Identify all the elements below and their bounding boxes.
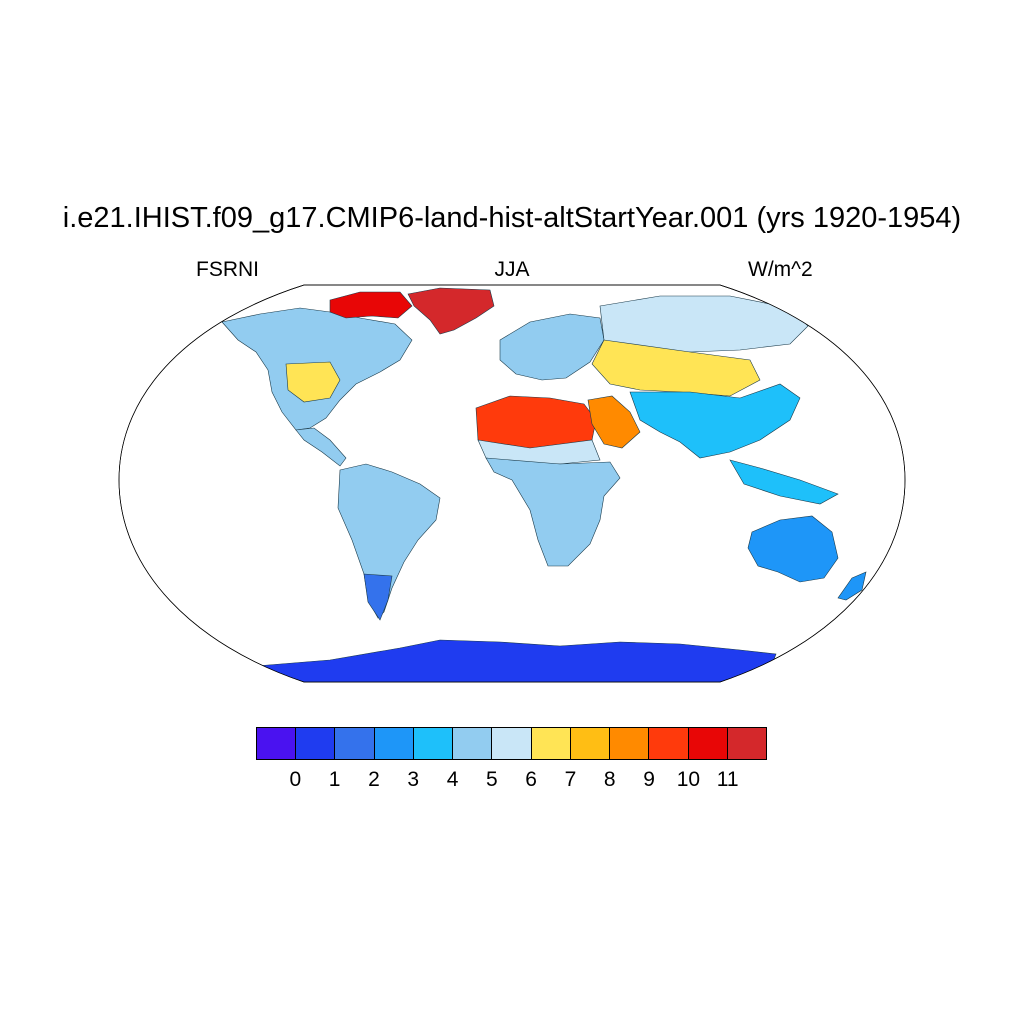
colorbar-tick-label: 2: [368, 768, 380, 791]
colorbar-tick-label: 4: [446, 768, 459, 791]
colorbar-box: [727, 728, 767, 759]
colorbar-tick-label: 8: [603, 768, 616, 791]
colorbar-box: [296, 728, 336, 759]
colorbar-tick-label: 1: [328, 768, 341, 791]
colorbar: [256, 727, 767, 760]
season-label: JJA: [494, 258, 530, 281]
region-arabian-peninsula: [587, 395, 641, 449]
colorbar-box: [257, 728, 297, 759]
region-sahara: [475, 395, 597, 449]
region-patagonia: [363, 573, 393, 621]
colorbar-box: [453, 728, 493, 759]
colorbar-box: [688, 728, 728, 759]
region-europe: [499, 313, 605, 381]
colorbar-tick-label: 7: [564, 768, 577, 791]
colorbar-tick-label: 3: [407, 768, 420, 791]
plot-title: i.e21.IHIST.f09_g17.CMIP6-land-hist-altS…: [62, 202, 962, 234]
colorbar-box: [492, 728, 532, 759]
map-outline: [118, 284, 906, 683]
colorbar-tick-label: 0: [289, 768, 302, 791]
region-central-africa: [485, 457, 621, 567]
colorbar-tick-label: 11: [716, 768, 739, 791]
region-south-america: [337, 463, 441, 619]
region-south-asia: [629, 383, 801, 459]
colorbar-box: [610, 728, 650, 759]
colorbar-tick-label: 5: [486, 768, 498, 791]
region-new-zealand: [837, 571, 867, 601]
colorbar-box: [374, 728, 414, 759]
colorbar-box: [531, 728, 571, 759]
colorbar-box: [413, 728, 454, 759]
region-central-america: [295, 427, 347, 467]
region-us-great-plains: [285, 361, 341, 403]
units-label: W/m^2: [748, 258, 813, 281]
region-greenland: [407, 287, 495, 335]
region-southeast-asia: [729, 459, 839, 505]
region-australia: [747, 515, 839, 583]
colorbar-box: [335, 728, 375, 759]
region-canadian-arctic-archipelago: [329, 291, 413, 319]
colorbar-tick-label: 10: [676, 768, 701, 791]
variable-label: FSRNI: [196, 258, 259, 281]
colorbar-box: [570, 728, 611, 759]
colorbar-box: [649, 728, 689, 759]
colorbar-tick-label: 9: [643, 768, 655, 791]
colorbar-tick-label: 6: [525, 768, 537, 791]
